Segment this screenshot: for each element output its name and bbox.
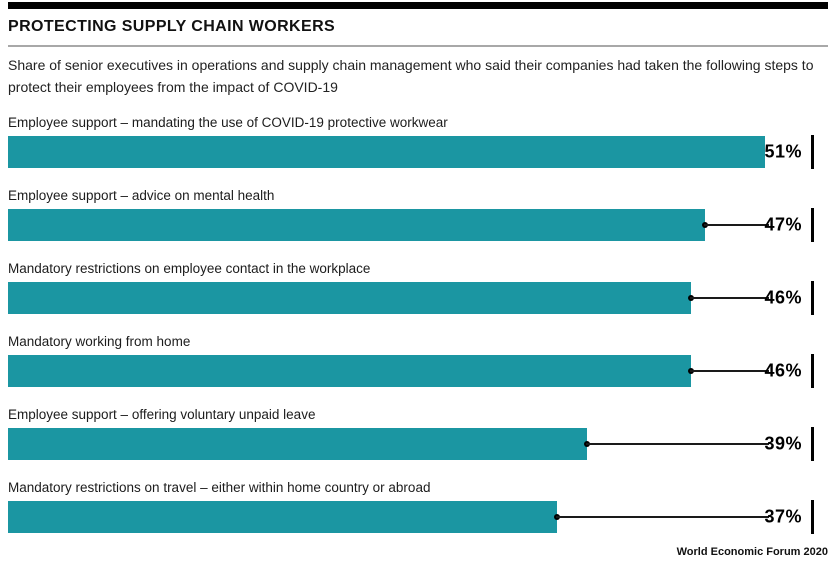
value-label: 39% — [764, 433, 802, 454]
bar — [8, 428, 587, 460]
bar-row: 46% — [8, 281, 814, 315]
category-label: Employee support – offering voluntary un… — [8, 407, 316, 422]
bar-row: 39% — [8, 427, 814, 461]
category-label: Mandatory restrictions on employee conta… — [8, 261, 371, 276]
bar-row: 46% — [8, 354, 814, 388]
leader-line — [690, 370, 769, 372]
bar-group: Employee support – mandating the use of … — [8, 114, 828, 169]
axis-tick — [811, 208, 814, 242]
axis-tick — [811, 354, 814, 388]
leader-line — [556, 516, 769, 518]
axis-tick — [811, 135, 814, 169]
bar-group: Employee support – advice on mental heal… — [8, 187, 828, 242]
category-label: Employee support – mandating the use of … — [8, 115, 448, 130]
leader-line — [586, 443, 769, 445]
value-label: 46% — [764, 360, 802, 381]
value-label: 51% — [764, 141, 802, 162]
bar-group: Mandatory working from home 46% — [8, 333, 828, 388]
category-label: Mandatory restrictions on travel – eithe… — [8, 480, 431, 495]
chart-title: PROTECTING SUPPLY CHAIN WORKERS — [8, 18, 336, 35]
bar-group: Mandatory restrictions on travel – eithe… — [8, 479, 828, 534]
axis-tick — [811, 281, 814, 315]
bar-group: Mandatory restrictions on employee conta… — [8, 260, 828, 315]
leader-line — [704, 224, 769, 226]
bar — [8, 501, 557, 533]
bar-row: 51% — [8, 135, 814, 169]
value-label: 37% — [764, 506, 802, 527]
axis-tick — [811, 427, 814, 461]
bar — [8, 136, 765, 168]
bar-group: Employee support – offering voluntary un… — [8, 406, 828, 461]
bar-chart: Employee support – mandating the use of … — [8, 114, 828, 534]
category-label: Mandatory working from home — [8, 334, 191, 349]
bar — [8, 282, 691, 314]
top-accent-rule — [8, 2, 828, 9]
source-credit: World Economic Forum 2020 — [676, 546, 828, 558]
bar — [8, 209, 705, 241]
bar-row: 37% — [8, 500, 814, 534]
title-divider — [8, 45, 828, 47]
value-label: 47% — [764, 214, 802, 235]
chart-subtitle: Share of senior executives in operations… — [8, 57, 814, 95]
axis-tick — [811, 500, 814, 534]
value-label: 46% — [764, 287, 802, 308]
leader-line — [690, 297, 769, 299]
category-label: Employee support – advice on mental heal… — [8, 188, 275, 203]
bar-row: 47% — [8, 208, 814, 242]
bar — [8, 355, 691, 387]
